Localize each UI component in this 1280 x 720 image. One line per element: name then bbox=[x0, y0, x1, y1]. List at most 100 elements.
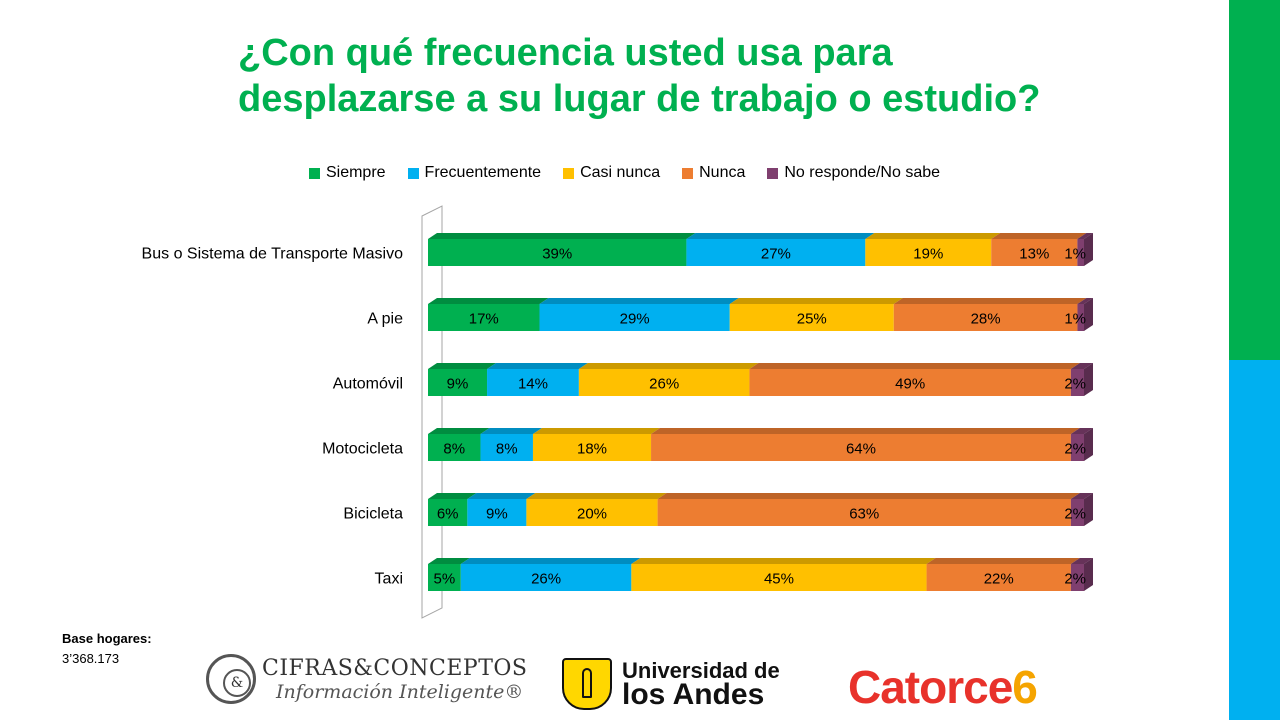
bar-segment bbox=[893, 304, 1078, 331]
data-label: 1% bbox=[1064, 311, 1086, 328]
bar-segment bbox=[539, 304, 730, 331]
data-label: 2% bbox=[1064, 376, 1086, 393]
bar-segment bbox=[729, 304, 894, 331]
bar-segment-side bbox=[1084, 558, 1093, 591]
data-label: 2% bbox=[1064, 506, 1086, 523]
legend-swatch bbox=[407, 167, 419, 179]
category-label: Taxi bbox=[375, 571, 403, 588]
bar-segment-top bbox=[1077, 298, 1093, 304]
bar-segment bbox=[1077, 239, 1084, 266]
bar-segment bbox=[991, 239, 1078, 266]
bar-segment-top bbox=[480, 428, 542, 434]
legend-swatch bbox=[682, 167, 694, 179]
bar-segment-top bbox=[865, 233, 1001, 239]
bar-segment-top bbox=[729, 298, 903, 304]
bar-segment bbox=[686, 239, 866, 266]
bar-segment bbox=[926, 564, 1071, 591]
legend-item: Siempre bbox=[308, 164, 386, 182]
category-label: Bus o Sistema de Transporte Masivo bbox=[142, 246, 404, 263]
data-label: 6% bbox=[437, 506, 459, 523]
bar-segment-side bbox=[1084, 298, 1093, 331]
uniandes-logo-line1: Universidad de bbox=[622, 658, 780, 683]
bar-segment-top bbox=[539, 298, 739, 304]
legend-label: No responde/No sabe bbox=[784, 164, 941, 181]
bar-segment bbox=[428, 304, 540, 331]
legend-item: Nunca bbox=[682, 164, 745, 182]
bar-segment bbox=[487, 369, 579, 396]
data-label: 27% bbox=[761, 246, 791, 263]
data-label: 13% bbox=[1019, 246, 1049, 263]
bar-segment bbox=[467, 499, 527, 526]
bar-segment-top bbox=[1070, 428, 1093, 434]
category-label: Motocicleta bbox=[322, 441, 403, 458]
bar-segment bbox=[651, 434, 1071, 461]
legend-label: Frecuentemente bbox=[424, 164, 542, 181]
catorce6-logo: Catorce6 bbox=[848, 660, 1038, 714]
bar-segment-top bbox=[428, 233, 696, 239]
bar-segment-top bbox=[428, 363, 497, 369]
title-line-1: ¿Con qué frecuencia usted usa para bbox=[238, 32, 893, 74]
bar-segment-top bbox=[631, 558, 936, 564]
cifras-logo-tagline: Información Inteligente® bbox=[276, 681, 524, 703]
data-label: 45% bbox=[764, 571, 794, 588]
legend-item: Casi nunca bbox=[563, 164, 660, 182]
data-label: 18% bbox=[577, 441, 607, 458]
data-label: 29% bbox=[620, 311, 650, 328]
catorce6-logo-number: 6 bbox=[1012, 661, 1038, 713]
uniandes-logo: Universidad de los Andes bbox=[562, 658, 822, 710]
bar-segment-side bbox=[1084, 363, 1093, 396]
cifras-logo-name: CIFRAS&CONCEPTOS bbox=[262, 656, 528, 681]
bar-segment bbox=[1077, 304, 1084, 331]
bar-segment bbox=[532, 434, 652, 461]
bar-segment-top bbox=[460, 558, 641, 564]
data-label: 28% bbox=[971, 311, 1001, 328]
bar-segment bbox=[428, 434, 481, 461]
data-label: 17% bbox=[469, 311, 499, 328]
category-label: A pie bbox=[367, 311, 403, 328]
data-label: 14% bbox=[518, 376, 548, 393]
bar-segment-top bbox=[428, 558, 470, 564]
bar-segment-top bbox=[578, 363, 759, 369]
bar-segment bbox=[428, 369, 488, 396]
data-label: 22% bbox=[984, 571, 1014, 588]
bar-segment-top bbox=[428, 298, 549, 304]
uniandes-logo-line2: los Andes bbox=[622, 678, 765, 711]
data-label: 8% bbox=[496, 441, 518, 458]
base-value: 3’368.173 bbox=[62, 651, 120, 666]
legend-label: Nunca bbox=[699, 164, 746, 181]
category-label: Automóvil bbox=[333, 376, 403, 393]
legend-label: Siempre bbox=[325, 164, 386, 181]
category-label: Bicicleta bbox=[343, 506, 403, 523]
cifras-emblem-icon: & bbox=[206, 654, 256, 704]
bar-segment bbox=[657, 499, 1071, 526]
bar-segment bbox=[631, 564, 927, 591]
data-label: 26% bbox=[649, 376, 679, 393]
data-label: 19% bbox=[913, 246, 943, 263]
chart-side-wall bbox=[421, 205, 443, 619]
catorce6-logo-text: Catorce bbox=[848, 661, 1013, 713]
chart-legend: Siempre Frecuentemente Casi nunca Nunca No r… bbox=[0, 164, 1239, 182]
bar-segment bbox=[1070, 434, 1084, 461]
bar-segment-top bbox=[651, 428, 1080, 434]
bar-segment-top bbox=[428, 428, 490, 434]
data-label: 25% bbox=[797, 311, 827, 328]
bar-segment bbox=[428, 239, 687, 266]
bar-segment-top bbox=[428, 493, 477, 499]
legend-swatch bbox=[308, 167, 320, 179]
legend-item: No responde/No sabe bbox=[767, 164, 940, 182]
legend-item: Frecuentemente bbox=[407, 164, 542, 182]
bar-segment-top bbox=[1070, 558, 1093, 564]
bar-segment bbox=[1070, 499, 1084, 526]
side-band-blue bbox=[1229, 360, 1280, 720]
cifras-emblem-mark: & bbox=[223, 669, 251, 697]
bar-segment bbox=[578, 369, 750, 396]
bar-segment-side bbox=[1084, 233, 1093, 266]
data-label: 2% bbox=[1064, 571, 1086, 588]
stacked-bar-chart: Bus o Sistema de Transporte Masivo 39% 27%… bbox=[142, 205, 1093, 619]
data-label: 20% bbox=[577, 506, 607, 523]
bar-segment-top bbox=[1070, 493, 1093, 499]
base-label: Base hogares: bbox=[62, 631, 152, 646]
bar-segment bbox=[1070, 564, 1084, 591]
data-label: 64% bbox=[846, 441, 876, 458]
bar-segment-top bbox=[749, 363, 1080, 369]
